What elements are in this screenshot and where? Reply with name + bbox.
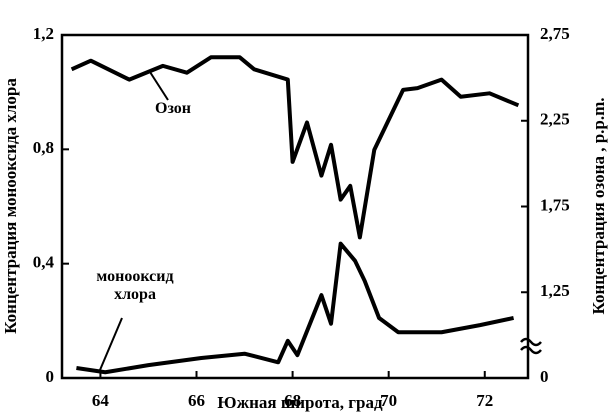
y2-tick-label: 1,75 bbox=[540, 195, 570, 214]
x-tick-label: 64 bbox=[92, 391, 110, 410]
x-tick-label: 66 bbox=[188, 391, 205, 410]
x-tick-label: 70 bbox=[380, 391, 397, 410]
series-line bbox=[70, 55, 520, 240]
series-line bbox=[76, 241, 515, 375]
annotation-pointer bbox=[99, 317, 123, 371]
x-tick-label: 72 bbox=[476, 391, 493, 410]
y-tick-label: 0 bbox=[46, 367, 55, 386]
plot-frame bbox=[60, 33, 530, 380]
series-label: монооксид хлора bbox=[96, 268, 174, 303]
y-axis-label: Концентрация монооксида хлора bbox=[1, 78, 20, 334]
axis-break bbox=[520, 337, 542, 355]
y-tick-label: 0,8 bbox=[33, 138, 54, 157]
x-tick-label: 68 bbox=[284, 391, 301, 410]
y2-tick-label: 1,25 bbox=[540, 281, 570, 300]
y2-tick-label: 0 bbox=[540, 367, 549, 386]
x-axis-label: Южная широта, град bbox=[217, 393, 383, 412]
series-label: Озон bbox=[155, 100, 191, 117]
y-tick-label: 1,2 bbox=[33, 24, 54, 43]
y2-tick-label: 2,75 bbox=[540, 24, 570, 43]
y-tick-label: 0,4 bbox=[33, 253, 55, 272]
y2-tick-label: 2,25 bbox=[540, 110, 570, 129]
annotation-pointer bbox=[149, 71, 169, 101]
y2-axis-label: Концентрация озона , p.p.m. bbox=[589, 97, 608, 314]
